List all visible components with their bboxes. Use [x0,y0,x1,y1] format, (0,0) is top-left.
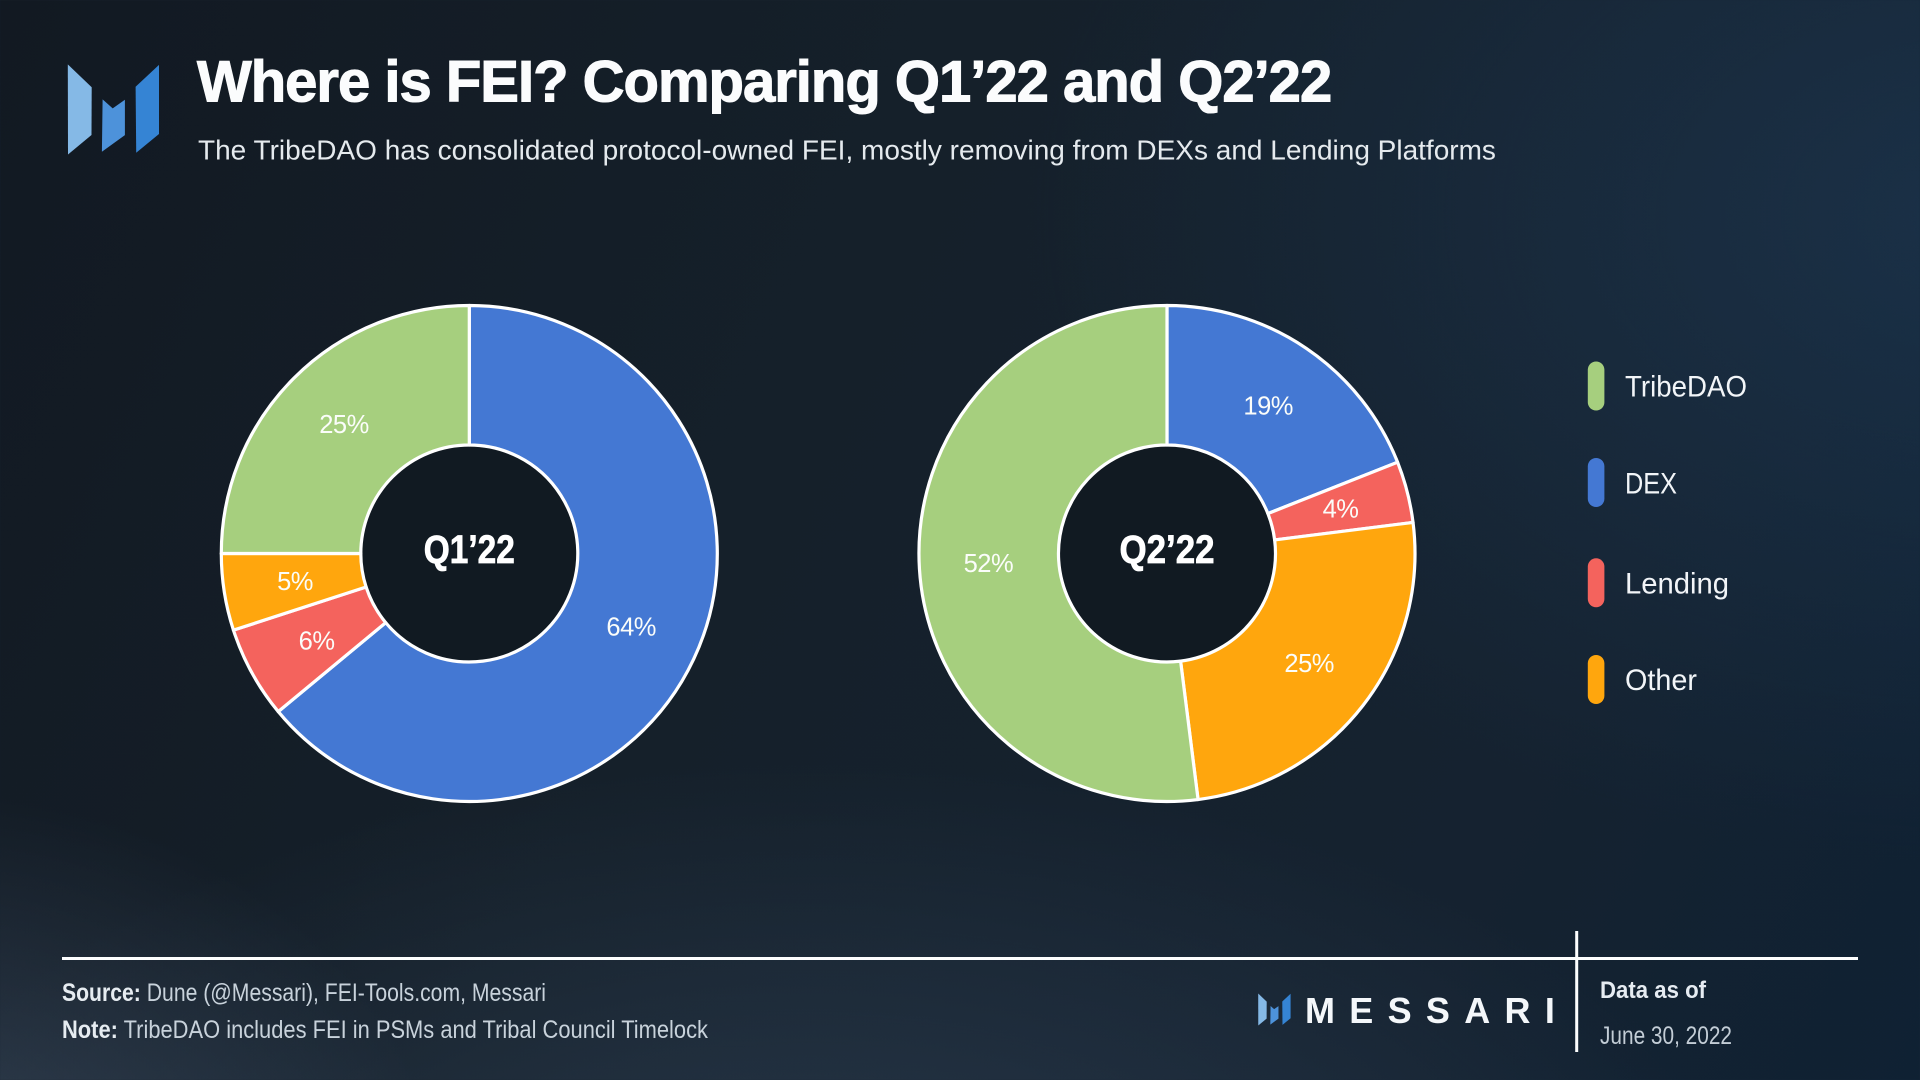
svg-text:Where is FEI? Comparing Q1’22: Where is FEI? Comparing Q1’22 and Q2’22 [197,50,1331,115]
svg-text:MESSARI: MESSARI [1305,990,1569,1031]
svg-text:4%: 4% [1323,496,1359,524]
svg-text:6%: 6% [299,628,335,656]
svg-text:DEX: DEX [1625,467,1677,500]
svg-text:64%: 64% [606,614,656,642]
svg-text:19%: 19% [1243,393,1293,421]
svg-text:Lending: Lending [1625,568,1729,601]
svg-text:Q2’22: Q2’22 [1120,528,1215,572]
svg-text:Q1’22: Q1’22 [424,528,515,572]
svg-text:Source: Dune (@Messari), FEI-T: Source: Dune (@Messari), FEI-Tools.com, … [62,979,546,1007]
svg-text:52%: 52% [964,550,1014,578]
svg-text:5%: 5% [277,568,313,596]
svg-text:25%: 25% [1284,650,1334,678]
svg-text:June 30, 2022: June 30, 2022 [1600,1022,1732,1050]
svg-text:TribeDAO: TribeDAO [1625,371,1747,404]
svg-text:Other: Other [1625,664,1697,697]
svg-text:Data as of: Data as of [1600,977,1707,1004]
svg-text:25%: 25% [319,411,369,439]
svg-text:Note: TribeDAO includes FEI in: Note: TribeDAO includes FEI in PSMs and … [62,1016,708,1044]
svg-text:The TribeDAO has consolidated: The TribeDAO has consolidated protocol-o… [198,135,1496,166]
